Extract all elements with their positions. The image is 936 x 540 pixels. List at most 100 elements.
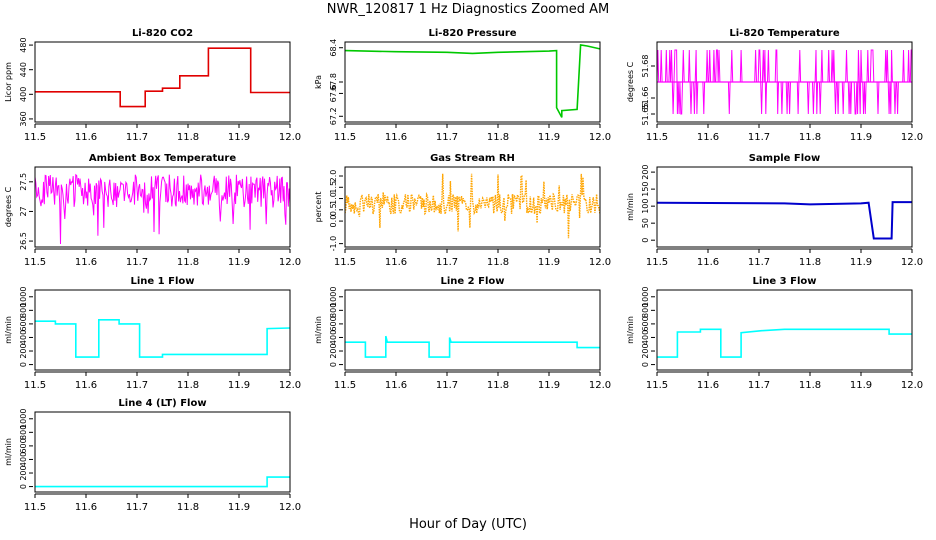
plot-frame bbox=[34, 289, 291, 371]
panel-1: Li-820 CO2 Licor ppm 11.5 11.6 11.7 11.8 11.9 1… bbox=[4, 28, 301, 143]
y-axis-label: degrees C bbox=[4, 186, 13, 227]
plot-frame bbox=[344, 41, 601, 123]
y-tick-label: 800 bbox=[641, 303, 650, 318]
x-tick-label: 11.9 bbox=[228, 502, 250, 513]
series-line bbox=[345, 335, 600, 358]
series-line bbox=[35, 47, 290, 108]
y-tick-label: 600 bbox=[19, 316, 28, 331]
x-tick-label: 11.5 bbox=[334, 257, 356, 268]
data-layer bbox=[35, 47, 290, 108]
y-tick-label: -1.0 bbox=[329, 236, 338, 252]
y-axis-label: degrees C bbox=[626, 61, 635, 102]
y-tick-label: 51.66 bbox=[641, 87, 650, 110]
y-tick-label: 51.68 bbox=[641, 55, 650, 78]
x-tick-label: 11.5 bbox=[24, 502, 46, 513]
data-layer bbox=[657, 49, 912, 115]
data-layer bbox=[35, 476, 290, 488]
x-tick-label: 11.9 bbox=[538, 257, 560, 268]
y-tick-label: 68.4 bbox=[329, 39, 338, 57]
x-tick-label: 12.0 bbox=[589, 380, 611, 391]
x-tick-label: 11.5 bbox=[646, 380, 668, 391]
y-axis-label: percent bbox=[314, 192, 323, 223]
y-tick-label: 400 bbox=[641, 330, 650, 345]
x-tick-label: 11.7 bbox=[126, 257, 148, 268]
x-tick-label: 11.6 bbox=[697, 132, 719, 143]
x-tick-label: 11.5 bbox=[334, 132, 356, 143]
x-tick-label: 11.9 bbox=[228, 380, 250, 391]
x-tick-label: 11.7 bbox=[126, 132, 148, 143]
x-tick-label: 12.0 bbox=[901, 257, 923, 268]
series-line bbox=[35, 476, 290, 488]
x-tick-label: 12.0 bbox=[901, 380, 923, 391]
x-tick-label: 11.6 bbox=[385, 380, 407, 391]
x-tick-label: 11.6 bbox=[385, 257, 407, 268]
series-line bbox=[657, 201, 912, 240]
plot-frame bbox=[656, 289, 913, 371]
data-layer bbox=[657, 201, 912, 240]
panel-title: Line 1 Flow bbox=[131, 276, 195, 287]
y-axis-label: Licor ppm bbox=[4, 62, 13, 102]
panel-title: Ambient Box Temperature bbox=[89, 153, 236, 164]
x-tick-label: 11.6 bbox=[385, 132, 407, 143]
x-tick-label: 11.7 bbox=[436, 132, 458, 143]
panel-5: Gas Stream RH percent 11.5 11.6 11.7 11.8 11.9… bbox=[314, 153, 611, 268]
plot-frame bbox=[34, 41, 291, 123]
data-layer bbox=[35, 318, 290, 358]
x-tick-label: 12.0 bbox=[279, 502, 301, 513]
y-tick-label: 1.0 bbox=[329, 192, 338, 205]
y-tick-label: 200 bbox=[329, 343, 338, 358]
x-tick-label: 11.8 bbox=[799, 132, 821, 143]
y-tick-label: 200 bbox=[641, 164, 650, 179]
x-tick-label: 12.0 bbox=[901, 132, 923, 143]
y-tick-label: 67.2 bbox=[329, 107, 338, 125]
y-tick-label: 360 bbox=[19, 111, 28, 126]
x-tick-label: 11.5 bbox=[646, 257, 668, 268]
y-tick-label: 0.5 bbox=[329, 203, 338, 216]
panel-title: Gas Stream RH bbox=[430, 153, 515, 164]
y-tick-label: 200 bbox=[641, 343, 650, 358]
panel-3: Li-820 Temperature degrees C 11.5 11.6 11.7 1… bbox=[626, 28, 923, 143]
panel-title: Line 2 Flow bbox=[441, 276, 505, 287]
y-tick-label: 0 bbox=[19, 362, 28, 367]
x-tick-label: 11.5 bbox=[646, 132, 668, 143]
x-tick-label: 11.8 bbox=[487, 380, 509, 391]
x-tick-label: 11.6 bbox=[697, 380, 719, 391]
x-tick-label: 11.5 bbox=[334, 380, 356, 391]
panel-title: Line 3 Flow bbox=[753, 276, 817, 287]
y-tick-label: 800 bbox=[19, 303, 28, 318]
x-tick-label: 11.5 bbox=[24, 132, 46, 143]
panel-title: Li-820 CO2 bbox=[132, 28, 193, 39]
data-layer bbox=[345, 173, 600, 239]
y-tick-label: 600 bbox=[19, 438, 28, 453]
panel-title: Li-820 Pressure bbox=[428, 28, 516, 39]
panel-10: Line 4 (LT) Flow ml/min 11.5 11.6 11.7 11.8 11… bbox=[4, 398, 301, 513]
y-tick-label: 50 bbox=[641, 218, 650, 228]
x-tick-label: 11.5 bbox=[24, 380, 46, 391]
y-axis-label: ml/min bbox=[314, 316, 323, 344]
x-tick-label: 11.9 bbox=[850, 132, 872, 143]
panel-4: Ambient Box Temperature degrees C 11.5 11.6… bbox=[4, 153, 301, 268]
y-tick-label: 480 bbox=[19, 37, 28, 52]
y-tick-label: 2.0 bbox=[329, 170, 338, 183]
x-tick-label: 12.0 bbox=[279, 380, 301, 391]
x-tick-label: 11.9 bbox=[538, 132, 560, 143]
x-tick-label: 11.6 bbox=[75, 132, 97, 143]
y-tick-label: 1000 bbox=[19, 287, 28, 307]
x-tick-label: 11.8 bbox=[799, 257, 821, 268]
y-tick-label: 1000 bbox=[19, 409, 28, 429]
y-tick-label: 200 bbox=[19, 343, 28, 358]
y-tick-label: 0 bbox=[329, 362, 338, 367]
y-axis-label: ml/min bbox=[4, 316, 13, 344]
y-tick-label: 0 bbox=[19, 484, 28, 489]
y-axis-label: ml/min bbox=[626, 316, 635, 344]
plot-frame bbox=[344, 166, 601, 248]
data-layer bbox=[35, 173, 290, 245]
plot-frame bbox=[656, 41, 913, 123]
x-tick-label: 11.7 bbox=[436, 257, 458, 268]
plot-frame bbox=[34, 411, 291, 493]
y-tick-label: 400 bbox=[329, 330, 338, 345]
panel-7: Line 1 Flow ml/min 11.5 11.6 11.7 11.8 11.9 12.… bbox=[4, 276, 301, 391]
x-tick-label: 11.8 bbox=[177, 380, 199, 391]
x-tick-label: 11.8 bbox=[177, 132, 199, 143]
